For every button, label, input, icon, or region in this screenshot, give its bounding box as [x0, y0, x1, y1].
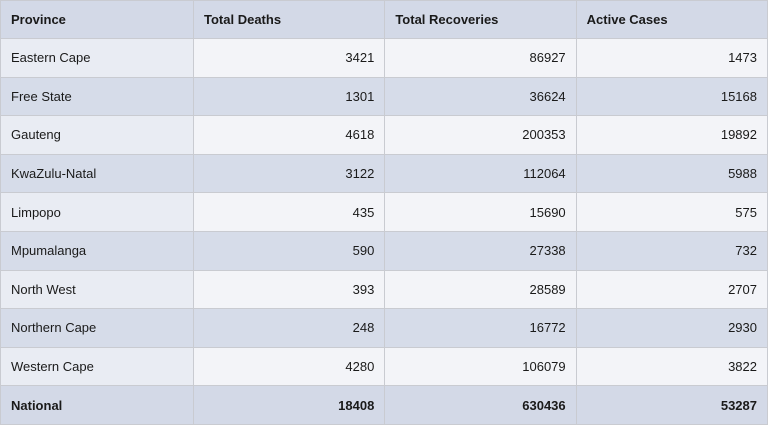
cell-value: 1301: [192, 76, 386, 117]
header-row: Province Total Deaths Total Recoveries Acti…: [0, 0, 768, 39]
table-row: Limpopo 435 15690 575: [0, 192, 768, 232]
column-header: Active Cases: [575, 0, 768, 39]
table-row: Gauteng 4618 200353 19892: [0, 115, 768, 155]
cell-value: 575: [575, 192, 768, 232]
table-row: North West 393 28589 2707: [0, 269, 768, 310]
cell-value: 112064: [384, 153, 577, 194]
cell-value: 435: [192, 192, 386, 232]
cell-value: 53287: [575, 385, 768, 425]
table-row: Northern Cape 248 16772 2930: [0, 308, 768, 348]
row-label: Gauteng: [0, 115, 194, 155]
cell-value: 393: [192, 269, 386, 310]
cell-value: 732: [575, 230, 768, 271]
cell-value: 36624: [384, 76, 577, 117]
table-row: National 18408 630436 53287: [0, 385, 768, 425]
cell-value: 15168: [575, 76, 768, 117]
row-label: Mpumalanga: [0, 230, 194, 271]
row-label: Northern Cape: [0, 308, 194, 348]
table-row: KwaZulu-Natal 3122 112064 5988: [0, 153, 768, 194]
cell-value: 3122: [192, 153, 386, 194]
cell-value: 1473: [575, 38, 768, 78]
cell-value: 5988: [575, 153, 768, 194]
cell-value: 3822: [575, 346, 768, 387]
row-label: Western Cape: [0, 346, 194, 387]
cell-value: 248: [192, 308, 386, 348]
cell-value: 86927: [384, 38, 577, 78]
table-row: Mpumalanga 590 27338 732: [0, 230, 768, 271]
cell-value: 18408: [192, 385, 386, 425]
row-label: Free State: [0, 76, 194, 117]
column-header: Province: [0, 0, 194, 39]
cell-value: 4618: [192, 115, 386, 155]
table-row: Eastern Cape 3421 86927 1473: [0, 38, 768, 78]
cell-value: 15690: [384, 192, 577, 232]
cell-value: 19892: [575, 115, 768, 155]
cell-value: 106079: [384, 346, 577, 387]
row-label: KwaZulu-Natal: [0, 153, 194, 194]
cell-value: 16772: [384, 308, 577, 348]
cell-value: 4280: [192, 346, 386, 387]
row-label: North West: [0, 269, 194, 310]
cell-value: 200353: [384, 115, 577, 155]
row-label: Limpopo: [0, 192, 194, 232]
cell-value: 630436: [384, 385, 577, 425]
row-label: Eastern Cape: [0, 38, 194, 78]
cell-value: 2707: [575, 269, 768, 310]
table-row: Free State 1301 36624 15168: [0, 76, 768, 117]
cell-value: 590: [192, 230, 386, 271]
table-row: Western Cape 4280 106079 3822: [0, 346, 768, 387]
row-label: National: [0, 385, 194, 425]
cell-value: 2930: [575, 308, 768, 348]
column-header: Total Deaths: [192, 0, 386, 39]
column-header: Total Recoveries: [384, 0, 577, 39]
cell-value: 3421: [192, 38, 386, 78]
cell-value: 28589: [384, 269, 577, 310]
cell-value: 27338: [384, 230, 577, 271]
